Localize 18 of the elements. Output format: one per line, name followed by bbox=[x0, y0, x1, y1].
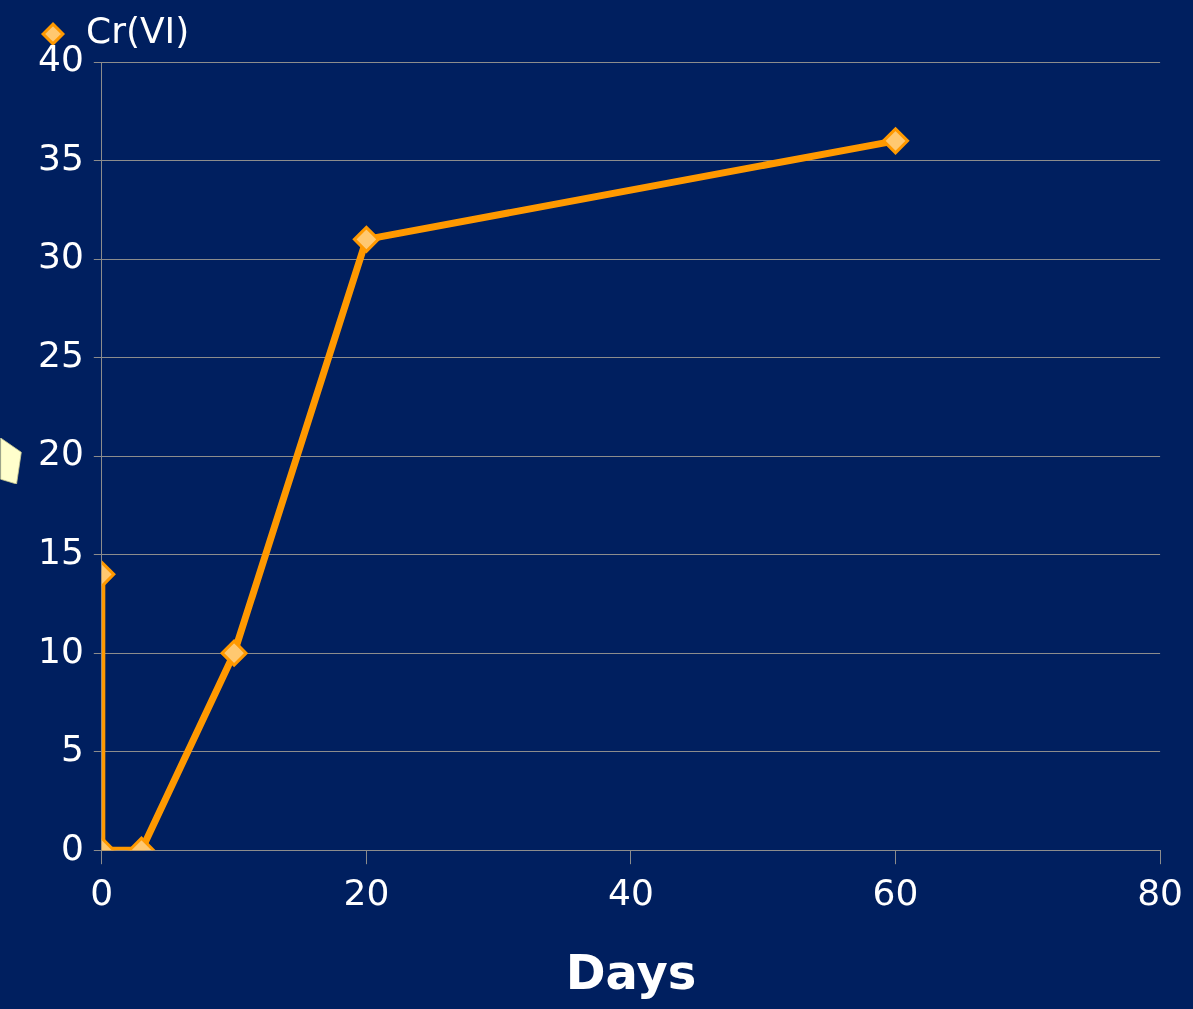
y-tick-label: 10 bbox=[38, 629, 84, 671]
x-tick-label: 60 bbox=[872, 872, 919, 914]
legend-label: Cr(VI) bbox=[86, 10, 190, 52]
x-tick-label: 80 bbox=[1137, 872, 1183, 914]
x-tick-label: 0 bbox=[90, 872, 114, 914]
y-tick-label: 25 bbox=[38, 333, 84, 375]
y-tick-label: 30 bbox=[38, 235, 84, 277]
y-tick-label: 35 bbox=[38, 136, 84, 178]
y-tick-label: 20 bbox=[38, 432, 84, 474]
y-tick-label: 15 bbox=[38, 530, 84, 572]
x-tick-label: 40 bbox=[608, 872, 654, 914]
y-tick-label: 40 bbox=[38, 38, 84, 80]
y-tick-label: 0 bbox=[60, 826, 84, 868]
x-tick-label: 20 bbox=[343, 872, 390, 914]
y-tick-label: 5 bbox=[60, 728, 84, 770]
x-axis-title: Days bbox=[565, 943, 697, 1000]
point bbox=[882, 127, 910, 155]
point bbox=[352, 225, 380, 253]
